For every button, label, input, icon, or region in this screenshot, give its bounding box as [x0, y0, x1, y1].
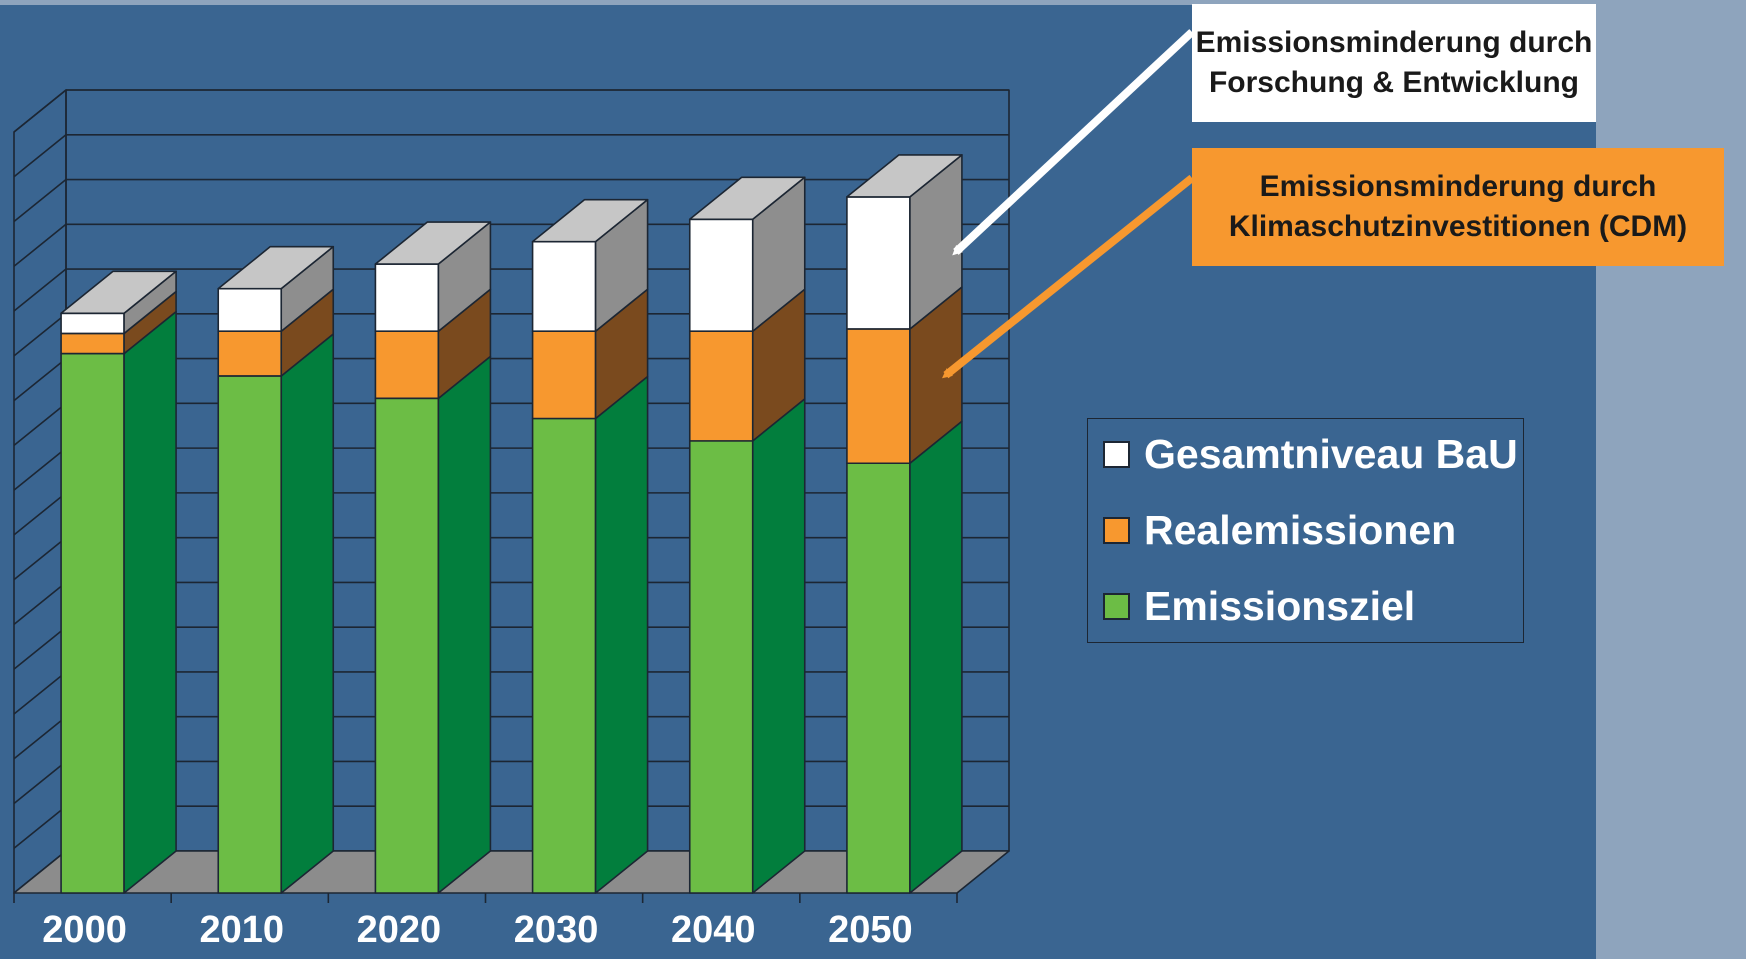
legend-label-real: Realemissionen — [1144, 507, 1457, 553]
bar-target-2050-side — [909, 420, 963, 894]
gridline-side — [13, 626, 67, 670]
bar-top-2030 — [531, 198, 649, 243]
legend-item-target: Emissionsziel — [1103, 576, 1523, 638]
callout-cdm-line1: Emissionsminderung durch — [1259, 170, 1657, 203]
bar-target-2030-side — [594, 375, 649, 894]
bar-bau-2020-front — [374, 263, 440, 333]
category-label-2040: 2040 — [671, 909, 756, 951]
bar-real-2000-front — [60, 332, 125, 355]
bar-target-2030-front — [531, 417, 597, 894]
category-label-2020: 2020 — [357, 909, 442, 951]
bar-target-2000-front — [60, 352, 125, 894]
legend-label-target: Emissionsziel — [1144, 583, 1416, 629]
gridline-side — [13, 313, 67, 357]
callout-rd: Emissionsminderung durch Forschung & Ent… — [1192, 4, 1596, 122]
gridline-side — [13, 223, 67, 267]
bar-bau-2040-front — [688, 218, 754, 333]
top-strip — [0, 0, 1746, 5]
callout-rd-arrow — [952, 29, 1195, 256]
bar-target-2010-front — [217, 375, 283, 894]
gridline-side — [13, 357, 67, 402]
bar-real-2040-front — [688, 330, 754, 442]
callout-cdm-arrow — [942, 174, 1195, 379]
bar-real-2030-front — [531, 330, 597, 420]
category-labels: 2000 2010 2020 2030 2040 2050 — [42, 909, 912, 951]
gridline-side — [13, 178, 67, 223]
gridline-side — [13, 716, 67, 760]
gridline-side — [13, 805, 67, 849]
bar-bau-2030-front — [531, 240, 597, 333]
gridline-side — [13, 581, 67, 626]
legend: Gesamtniveau BaU Realemissionen Emission… — [1087, 418, 1524, 643]
bar-bau-2050-front — [846, 196, 911, 330]
legend-item-bau: Gesamtniveau BaU — [1103, 424, 1523, 486]
bar-target-2010-side — [280, 333, 335, 894]
gridline-side — [13, 447, 67, 491]
gridline-side — [13, 268, 67, 312]
chart-bars — [60, 154, 963, 894]
chart-side-wall — [13, 89, 67, 894]
callout-arrows — [942, 29, 1195, 379]
bar-target-2020-side — [437, 355, 492, 894]
bar-target-2040-side — [751, 398, 806, 894]
legend-swatch-real — [1103, 517, 1130, 544]
bar-target-2020-front — [374, 397, 440, 894]
legend-label-bau: Gesamtniveau BaU — [1144, 431, 1518, 477]
bar-top-2020 — [374, 221, 492, 265]
callout-rd-line1: Emissionsminderung durch — [1195, 26, 1593, 59]
legend-item-real: Realemissionen — [1103, 500, 1523, 562]
legend-swatch-target — [1103, 593, 1130, 620]
bar-top-2000 — [60, 270, 177, 315]
bar-top-2010 — [217, 245, 335, 290]
gridline-side — [13, 89, 67, 133]
category-label-2000: 2000 — [42, 909, 127, 951]
gridline-side — [13, 402, 67, 446]
gridline-side — [13, 492, 67, 536]
legend-swatch-bau — [1103, 441, 1130, 468]
callout-rd-line2: Forschung & Entwicklung — [1208, 66, 1579, 99]
category-label-2050: 2050 — [828, 909, 913, 951]
bar-real-2010-front — [217, 330, 283, 377]
gridline-side — [13, 537, 67, 581]
gridline-side — [13, 134, 67, 178]
category-label-2030: 2030 — [514, 909, 599, 951]
callout-cdm: Emissionsminderung durch Klimaschutzinve… — [1192, 148, 1724, 266]
bar-target-2050-front — [846, 462, 911, 894]
bar-top-2040 — [688, 176, 806, 221]
bar-real-2020-front — [374, 330, 440, 400]
callout-cdm-line2: Klimaschutzinvestitionen (CDM) — [1228, 210, 1688, 243]
bar-target-2000-side — [123, 310, 177, 894]
bar-bau-2000-front — [60, 312, 125, 335]
gridline-side — [13, 760, 67, 805]
bar-real-2050-front — [846, 328, 911, 465]
bar-target-2040-front — [688, 440, 754, 894]
category-label-2010: 2010 — [199, 909, 284, 951]
bar-top-2050 — [846, 154, 963, 198]
bar-bau-2010-front — [217, 287, 283, 333]
gridline-side — [13, 671, 67, 715]
